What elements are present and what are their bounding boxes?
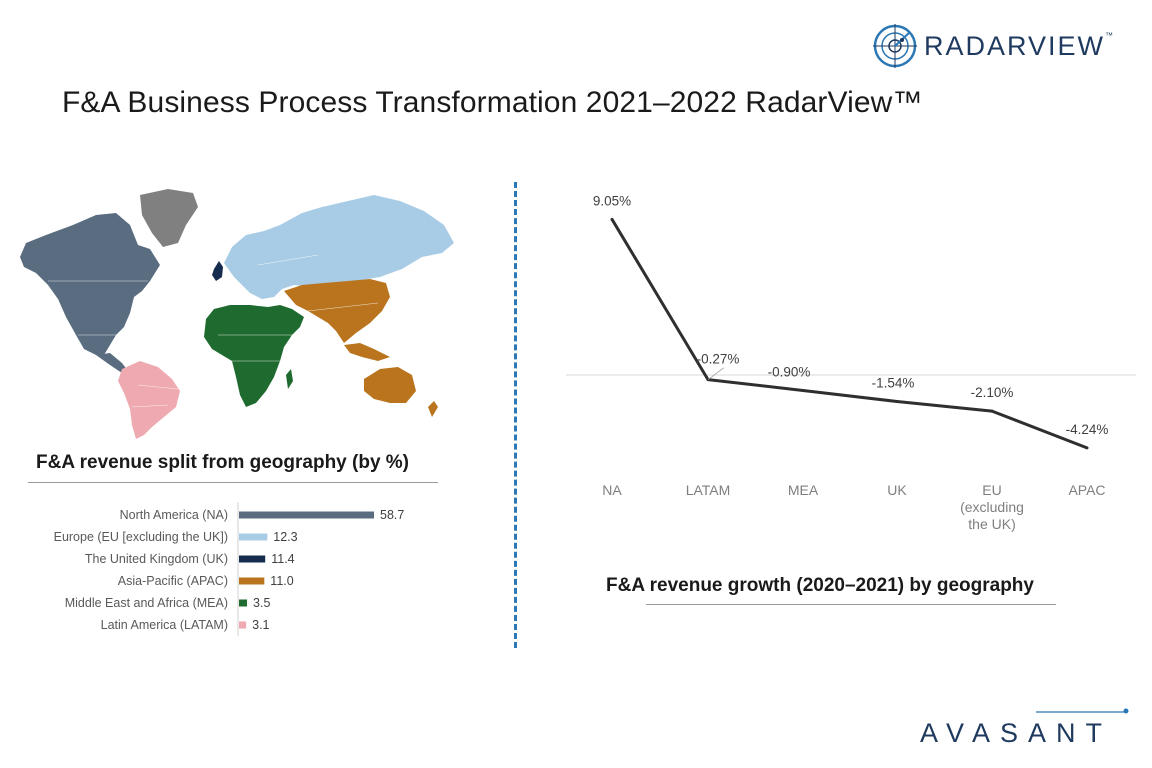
map-madagascar <box>286 369 293 389</box>
data-label: -0.27% <box>697 352 740 367</box>
data-point <box>895 399 899 403</box>
bar-category-label: North America (NA) <box>120 508 228 522</box>
revenue-growth-line-chart: 9.05% -0.27% -0.90% -1.54% -2.10% -4.24% NA LAT… <box>566 193 1136 532</box>
map-north-america <box>20 213 160 355</box>
avasant-logo: AVASANT <box>920 704 1140 754</box>
map-uk <box>212 261 223 281</box>
x-tick-label: EU (excluding the UK) <box>960 482 1024 532</box>
map-latin-america <box>118 361 180 439</box>
data-point <box>990 409 994 413</box>
growth-series-line <box>610 218 1088 450</box>
panel-divider <box>514 182 517 648</box>
radarview-logo: RADARVIEW™ <box>872 22 1142 72</box>
data-label: -4.24% <box>1066 422 1109 437</box>
data-point <box>610 217 614 221</box>
page-title: F&A Business Process Transformation 2021… <box>62 86 923 119</box>
map-central-america <box>96 353 128 373</box>
map-europe-russia <box>224 195 454 299</box>
map-africa-mea <box>204 305 304 407</box>
caption-underline <box>646 604 1056 605</box>
brand-wordmark: RADARVIEW™ <box>924 31 1114 61</box>
data-label: -0.90% <box>768 364 811 379</box>
bar-category-label: Europe (EU [excluding the UK]) <box>54 530 228 544</box>
bar <box>239 533 268 541</box>
bar-category-label: The United Kingdom (UK) <box>85 552 228 566</box>
avasant-wordmark: AVASANT <box>920 718 1113 748</box>
radar-icon <box>873 24 917 68</box>
map-australia <box>364 367 416 403</box>
bar-value-label: 58.7 <box>380 508 404 522</box>
bar-category-label: Middle East and Africa (MEA) <box>65 596 228 610</box>
bar-value-label: 3.5 <box>253 596 270 610</box>
x-tick-label: UK <box>887 482 907 498</box>
revenue-growth-caption: F&A revenue growth (2020–2021) by geogra… <box>606 575 1034 596</box>
world-map <box>20 189 454 439</box>
label-leader-line <box>707 367 725 380</box>
map-greenland <box>140 189 198 247</box>
revenue-split-bar-chart: North America (NA) 58.7 Europe (EU [exclud… <box>54 502 404 636</box>
bar <box>239 621 247 629</box>
bar <box>239 599 248 607</box>
data-label: -2.10% <box>971 385 1014 400</box>
map-new-zealand <box>428 401 438 417</box>
x-tick-label: APAC <box>1068 482 1105 498</box>
bar <box>239 577 265 585</box>
data-label: -1.54% <box>872 375 915 390</box>
bar <box>239 555 266 563</box>
x-tick-label: LATAM <box>686 482 731 498</box>
bar-value-label: 12.3 <box>273 530 297 544</box>
bar-category-label: Latin America (LATAM) <box>101 618 228 632</box>
x-tick-label: NA <box>602 482 622 498</box>
bar-value-label: 11.4 <box>271 552 294 566</box>
avasant-swoosh-icon <box>1036 708 1129 714</box>
revenue-split-caption: F&A revenue split from geography (by %) <box>36 452 410 473</box>
data-point <box>801 388 805 392</box>
map-se-asia <box>344 343 390 361</box>
map-asia <box>284 279 390 343</box>
caption-underline <box>28 482 438 483</box>
x-tick-label: MEA <box>788 482 819 498</box>
bar-category-label: Asia-Pacific (APAC) <box>118 574 228 588</box>
bar-value-label: 3.1 <box>252 618 269 632</box>
bar-value-label: 11.0 <box>270 574 293 588</box>
data-label: 9.05% <box>593 193 631 208</box>
data-point <box>1085 446 1089 450</box>
bar <box>239 511 375 519</box>
